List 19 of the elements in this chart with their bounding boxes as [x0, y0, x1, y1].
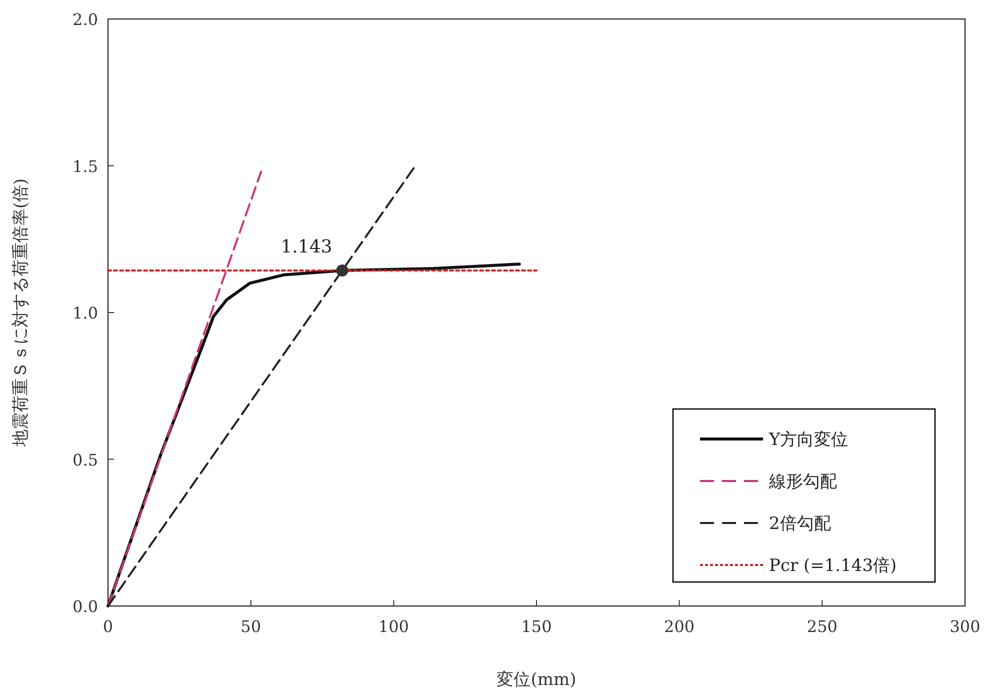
- legend-label: 線形勾配: [768, 472, 837, 492]
- legend-label: 2倍勾配: [769, 514, 831, 534]
- x-tick-label: 50: [240, 617, 262, 636]
- x-tick-label: 200: [664, 617, 695, 636]
- x-tick-label: 300: [950, 617, 980, 636]
- y-tick-label: 0.5: [72, 450, 98, 470]
- y-tick-label: 1.0: [72, 304, 98, 322]
- y-tick-label: 1.5: [72, 156, 98, 176]
- y-axis-title: 地震荷重Ｓｓに対する荷重倍率(倍): [11, 178, 31, 448]
- y-tick-label: 2.0: [72, 10, 98, 29]
- x-tick-label: 100: [378, 617, 409, 636]
- legend-label: Pcr (=1.143倍): [769, 556, 897, 576]
- x-axis-title: 変位(mm): [496, 670, 576, 690]
- annotation: 1.143: [280, 236, 332, 258]
- x-tick-label: 0: [102, 617, 114, 636]
- y-tick-label: 0.0: [72, 597, 98, 616]
- legend-label: Y方向変位: [768, 430, 848, 450]
- x-tick-label: 150: [521, 617, 552, 636]
- x-tick-label: 250: [806, 617, 838, 636]
